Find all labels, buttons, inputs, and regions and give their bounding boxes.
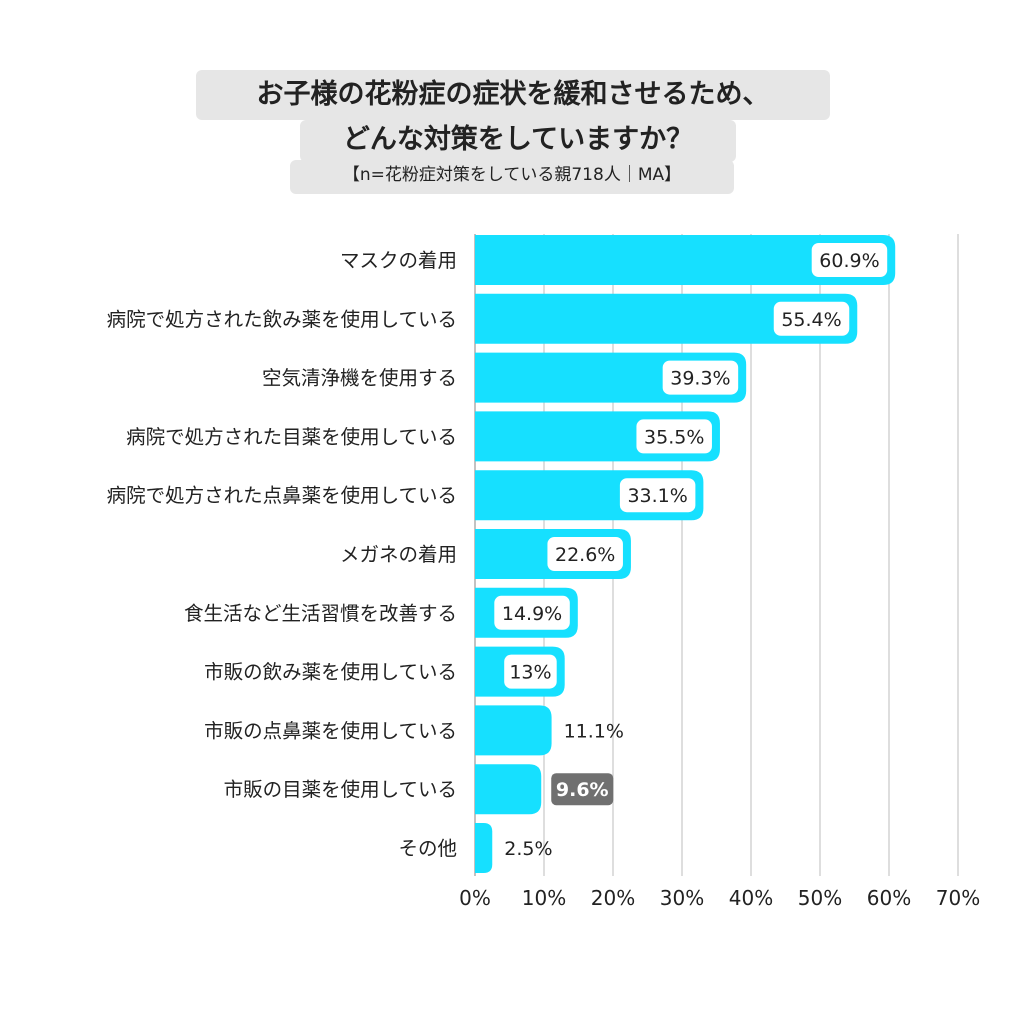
x-tick-label: 0% <box>459 886 491 910</box>
x-tick-labels: 0% 10% 20% 30% 40% 50% 60% 70% <box>459 886 980 910</box>
value-label: 39.3% <box>670 368 730 390</box>
category-label: 市販の目薬を使用している <box>224 778 457 801</box>
bar <box>475 293 858 344</box>
category-label: その他 <box>398 837 457 860</box>
value-label: 14.9% <box>502 603 562 625</box>
chart-title-line2: どんな対策をしていますか？ <box>300 120 736 162</box>
x-tick-label: 10% <box>522 886 566 910</box>
value-label: 11.1% <box>564 720 624 742</box>
category-label: 病院で処方された目薬を使用している <box>126 425 457 448</box>
value-label-box <box>551 773 614 806</box>
chart-title-line1: お子様の花粉症の症状を緩和させるため、 <box>196 70 830 120</box>
category-label: 空気清浄機を使用する <box>262 367 457 390</box>
value-label: 35.5% <box>644 426 704 448</box>
value-label: 2.5% <box>504 838 552 860</box>
category-label: 病院で処方された点鼻薬を使用している <box>107 484 457 507</box>
value-labels: 60.9% 55.4% 39.3% 35.5% 33.1% 22.6% 14.9% 13% 11… <box>494 243 888 860</box>
category-label: マスクの着用 <box>340 249 457 272</box>
value-label: 60.9% <box>819 250 879 272</box>
value-label: 55.4% <box>781 309 841 331</box>
value-label-box <box>619 478 696 513</box>
x-tick-label: 30% <box>660 886 704 910</box>
x-tick-label: 60% <box>867 886 911 910</box>
category-label: 病院で処方された飲み薬を使用している <box>107 308 457 331</box>
value-label-box <box>811 243 888 277</box>
x-tick-label: 20% <box>591 886 635 910</box>
value-label: 13% <box>509 662 551 684</box>
category-label: 市販の飲み薬を使用している <box>204 661 457 684</box>
value-label: 22.6% <box>555 544 615 566</box>
chart-subtitle: 【n=花粉症対策をしている親718人｜MA】 <box>290 160 734 194</box>
x-tick-label: 70% <box>936 886 980 910</box>
value-label-box <box>662 360 739 395</box>
category-label: 食生活など生活習慣を改善する <box>184 602 457 625</box>
value-label-box <box>636 419 712 454</box>
value-label-box <box>547 537 623 571</box>
value-label: 9.6% <box>556 779 609 801</box>
bar <box>475 764 542 815</box>
value-label-box <box>504 654 557 689</box>
bar <box>475 235 896 285</box>
category-label: メガネの着用 <box>340 543 457 566</box>
category-labels: マスクの着用病院で処方された飲み薬を使用している空気清浄機を使用する病院で処方さ… <box>107 249 457 860</box>
value-label-box <box>494 595 570 630</box>
value-label-box <box>773 301 850 336</box>
bar <box>475 705 552 756</box>
bar <box>475 823 493 873</box>
value-label: 33.1% <box>627 485 687 507</box>
x-tick-label: 40% <box>729 886 773 910</box>
category-label: 市販の点鼻薬を使用している <box>204 719 457 742</box>
x-tick-label: 50% <box>798 886 842 910</box>
